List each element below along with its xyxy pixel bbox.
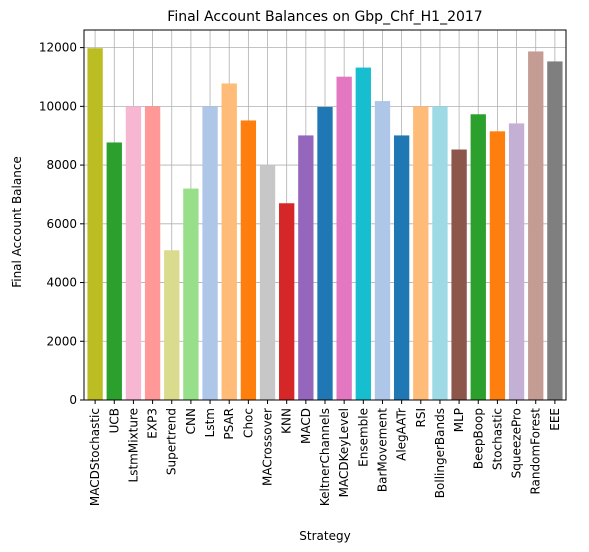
y-tick-label: 4000	[46, 276, 77, 290]
bar-BollingerBands	[432, 106, 448, 400]
x-tick-label: MACDStochastic	[88, 408, 102, 506]
x-tick-label: AlegAATr	[395, 408, 409, 461]
bar-EEE	[547, 61, 563, 401]
x-tick-label: UCB	[107, 408, 121, 433]
x-axis-label: Strategy	[299, 529, 350, 543]
bar-Choc	[240, 120, 257, 400]
x-tick-label: Stochastic	[490, 408, 504, 470]
y-axis-label: Final Account Balance	[10, 156, 24, 288]
y-tick-label: 8000	[46, 158, 77, 172]
x-tick-label: RSI	[414, 408, 428, 428]
bar-CNN	[183, 188, 199, 400]
bar-Lstm	[202, 106, 218, 400]
bar-Ensemble	[355, 67, 371, 400]
x-tick-label: Supertrend	[165, 408, 179, 475]
bar-PSAR	[221, 83, 237, 400]
x-tick-label: CNN	[184, 408, 198, 434]
bar-AlegAATr	[393, 135, 410, 400]
x-tick-label: MACrossover	[261, 408, 275, 486]
bar-RSI	[413, 106, 429, 400]
x-tick-label: RandomForest	[529, 408, 543, 495]
x-tick-label: KNN	[280, 408, 294, 434]
y-tick-label: 10000	[39, 99, 77, 113]
x-tick-label: SqueezePro	[510, 408, 524, 478]
x-tick-label: LstmMixture	[126, 408, 140, 482]
bar-LstmMixture	[125, 106, 142, 400]
y-tick-label: 0	[69, 393, 77, 407]
bar-MACDKeyLevel	[336, 76, 352, 400]
bar-KNN	[279, 203, 295, 400]
x-tick-label: MACDKeyLevel	[337, 408, 351, 497]
x-tick-label: BarMovement	[375, 408, 389, 492]
bar-KeltnerChannels	[317, 106, 333, 400]
bar-EXP3	[144, 106, 161, 400]
x-tick-label: MLP	[452, 408, 466, 432]
x-tick-label: Lstm	[203, 408, 217, 437]
chart-title: Final Account Balances on Gbp_Chf_H1_201…	[167, 9, 482, 25]
x-tick-label: PSAR	[222, 408, 236, 440]
bar-MACDStochastic	[87, 48, 103, 400]
bar-BarMovement	[374, 101, 391, 401]
y-tick-label: 12000	[39, 41, 77, 55]
bar-SqueezePro	[508, 123, 525, 400]
bars	[87, 48, 563, 401]
bar-UCB	[106, 142, 122, 400]
bar-Stochastic	[489, 131, 506, 401]
x-tick-label: BeepBoop	[471, 408, 485, 469]
bar-MLP	[451, 149, 467, 400]
bar-RandomForest	[528, 51, 544, 400]
x-tick-label: EEE	[548, 408, 562, 431]
y-tick-label: 2000	[46, 334, 77, 348]
x-tick-label: EXP3	[146, 408, 160, 439]
x-tick-label: Ensemble	[356, 408, 370, 467]
x-tick-label: KeltnerChannels	[318, 408, 332, 506]
bar-BeepBoop	[470, 114, 486, 401]
x-axis: MACDStochastic UCB LstmMixture EXP3 Supertre…	[88, 400, 562, 506]
x-tick-label: BollingerBands	[433, 408, 447, 498]
x-tick-label: MACD	[299, 408, 313, 444]
x-tick-label: Choc	[241, 408, 255, 438]
bar-MACrossover	[259, 165, 276, 400]
y-tick-label: 6000	[46, 217, 77, 231]
bar-MACD	[298, 135, 314, 400]
y-axis: 0 2000 4000 6000 8000 10000 12000	[39, 41, 84, 407]
bar-Supertrend	[164, 250, 180, 400]
